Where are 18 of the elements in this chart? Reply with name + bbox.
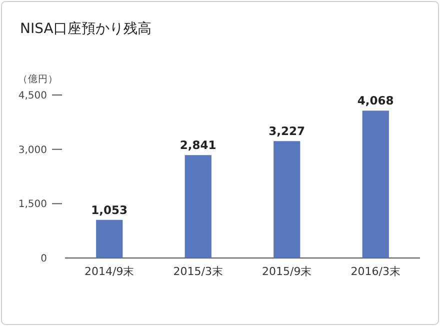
bar — [274, 141, 300, 258]
bar — [184, 155, 212, 258]
chart-title: NISA口座預かり残高 — [20, 21, 152, 37]
bar — [96, 220, 123, 258]
data-label: 3,227 — [268, 124, 306, 138]
x-tick-label: 2015/3末 — [173, 265, 223, 278]
data-label: 1,053 — [91, 202, 128, 217]
data-label: 2,841 — [180, 138, 216, 152]
x-tick-label: 2014/9末 — [84, 265, 134, 278]
x-tick-label: 2016/3末 — [350, 265, 400, 278]
y-tick-label: 1,500 — [18, 199, 47, 210]
y-tick-label: 4,500 — [18, 90, 47, 102]
y-tick-label: 3,000 — [18, 144, 47, 156]
bar — [362, 110, 389, 258]
x-tick-label: 2015/9末 — [262, 265, 312, 278]
y-tick-label: 0 — [40, 254, 47, 264]
data-label: 4,068 — [357, 94, 394, 108]
y-axis-title: （億円） — [18, 73, 58, 85]
